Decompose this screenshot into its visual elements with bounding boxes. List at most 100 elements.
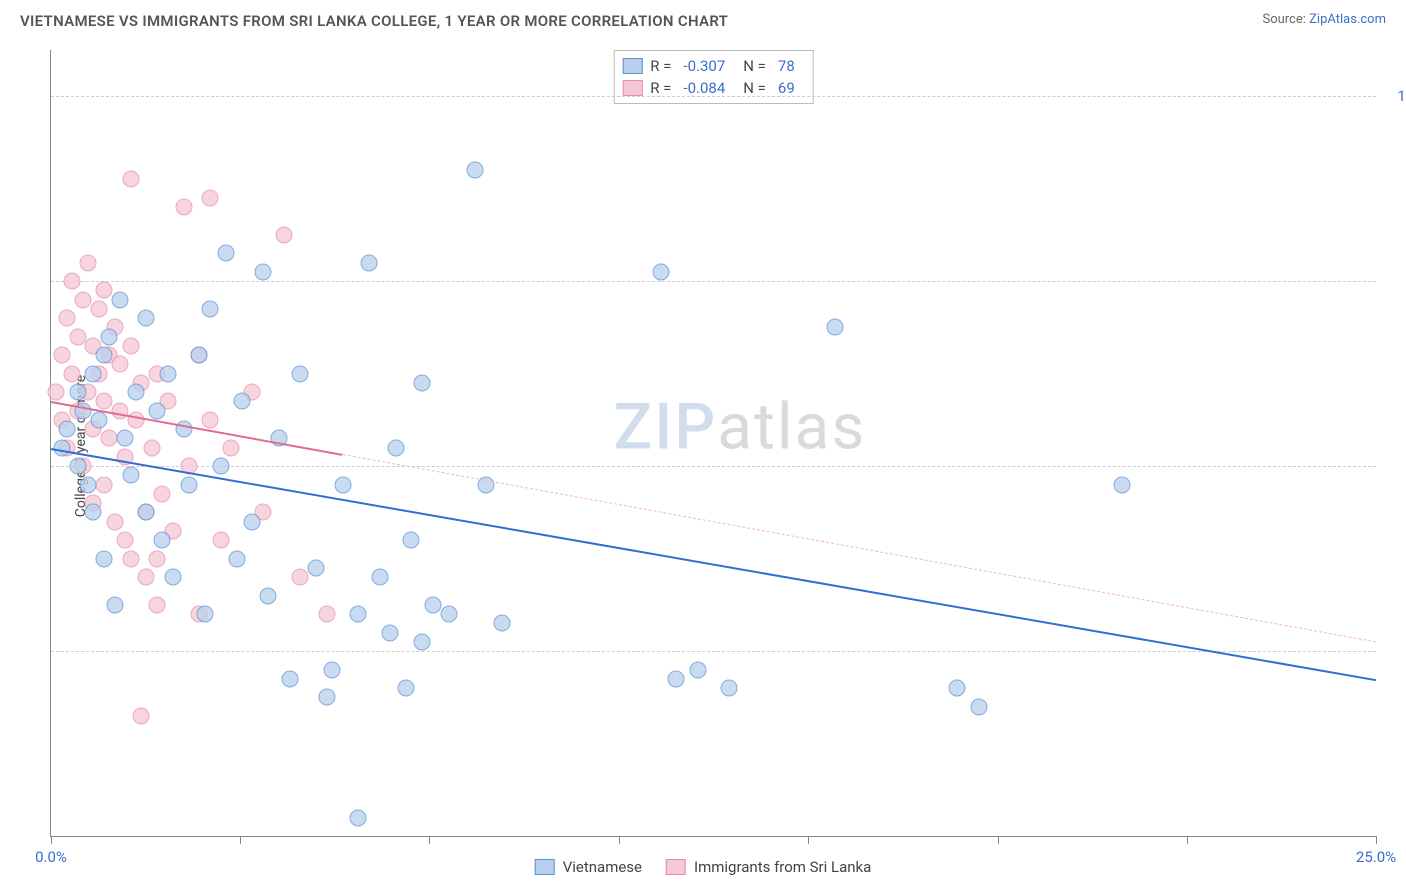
- legend-item-2: Immigrants from Sri Lanka: [666, 858, 871, 876]
- data-point: [387, 439, 404, 456]
- data-point: [58, 310, 75, 327]
- data-point: [117, 430, 134, 447]
- data-point: [101, 430, 118, 447]
- data-point: [80, 254, 97, 271]
- data-point: [149, 596, 166, 613]
- y-tick-label: 80.0%: [1386, 272, 1406, 290]
- n-value-1: 78: [778, 57, 795, 75]
- data-point: [127, 384, 144, 401]
- data-point: [96, 476, 113, 493]
- data-point: [111, 356, 128, 373]
- swatch-series-2: [666, 859, 686, 875]
- r-value-1: -0.307: [683, 57, 725, 75]
- data-point: [138, 504, 155, 521]
- data-point: [689, 661, 706, 678]
- data-point: [85, 504, 102, 521]
- data-point: [228, 550, 245, 567]
- watermark-part1: ZIP: [614, 390, 718, 465]
- gridline: [51, 651, 1376, 652]
- data-point: [164, 569, 181, 586]
- data-point: [96, 550, 113, 567]
- data-point: [58, 421, 75, 438]
- data-point: [1113, 476, 1130, 493]
- x-tick: [1376, 836, 1377, 844]
- data-point: [217, 245, 234, 262]
- data-point: [69, 328, 86, 345]
- data-point: [202, 300, 219, 317]
- data-point: [69, 458, 86, 475]
- data-point: [138, 310, 155, 327]
- watermark-part2: atlas: [717, 390, 866, 465]
- r-value-2: -0.084: [683, 79, 725, 97]
- data-point: [69, 384, 86, 401]
- data-point: [350, 809, 367, 826]
- data-point: [74, 291, 91, 308]
- data-point: [117, 532, 134, 549]
- data-point: [721, 680, 738, 697]
- scatter-chart: R = -0.307 N = 78 R = -0.084 N = 69 ZIPa…: [50, 50, 1376, 837]
- source-link[interactable]: ZipAtlas.com: [1309, 12, 1386, 27]
- data-point: [260, 587, 277, 604]
- x-tick: [240, 836, 241, 844]
- n-label: N =: [743, 57, 766, 75]
- data-point: [949, 680, 966, 697]
- legend-item-1: Vietnamese: [535, 858, 642, 876]
- data-point: [970, 698, 987, 715]
- data-point: [196, 606, 213, 623]
- x-tick: [998, 836, 999, 844]
- data-point: [53, 439, 70, 456]
- data-point: [90, 411, 107, 428]
- n-value-2: 69: [778, 79, 795, 97]
- data-point: [154, 532, 171, 549]
- data-point: [143, 439, 160, 456]
- data-point: [53, 347, 70, 364]
- data-point: [467, 162, 484, 179]
- data-point: [122, 467, 139, 484]
- x-tick-label: 0.0%: [35, 848, 67, 866]
- data-point: [191, 347, 208, 364]
- data-point: [827, 319, 844, 336]
- swatch-series-1: [535, 859, 555, 875]
- data-point: [96, 347, 113, 364]
- r-label: R =: [650, 57, 671, 75]
- x-tick: [619, 836, 620, 844]
- data-point: [96, 282, 113, 299]
- data-point: [90, 300, 107, 317]
- data-point: [398, 680, 415, 697]
- data-point: [202, 189, 219, 206]
- x-tick: [429, 836, 430, 844]
- n-label: N =: [743, 79, 766, 97]
- data-point: [122, 550, 139, 567]
- r-label: R =: [650, 79, 671, 97]
- data-point: [371, 569, 388, 586]
- data-point: [138, 569, 155, 586]
- data-point: [323, 661, 340, 678]
- data-point: [382, 624, 399, 641]
- data-point: [85, 365, 102, 382]
- data-point: [106, 596, 123, 613]
- source-prefix: Source:: [1262, 12, 1309, 27]
- source-attribution: Source: ZipAtlas.com: [1262, 12, 1386, 27]
- data-point: [106, 513, 123, 530]
- data-point: [223, 439, 240, 456]
- data-point: [149, 550, 166, 567]
- data-point: [133, 707, 150, 724]
- data-point: [233, 393, 250, 410]
- data-point: [292, 569, 309, 586]
- data-point: [318, 606, 335, 623]
- series-legend: Vietnamese Immigrants from Sri Lanka: [535, 858, 872, 876]
- data-point: [652, 263, 669, 280]
- gridline: [51, 466, 1376, 467]
- data-point: [202, 411, 219, 428]
- regression-line: [51, 448, 1376, 681]
- data-point: [149, 402, 166, 419]
- data-point: [212, 458, 229, 475]
- data-point: [244, 513, 261, 530]
- y-tick-label: 40.0%: [1386, 642, 1406, 660]
- data-point: [159, 365, 176, 382]
- data-point: [424, 596, 441, 613]
- gridline: [51, 96, 1376, 97]
- data-point: [96, 393, 113, 410]
- data-point: [122, 171, 139, 188]
- swatch-series-2: [622, 80, 642, 96]
